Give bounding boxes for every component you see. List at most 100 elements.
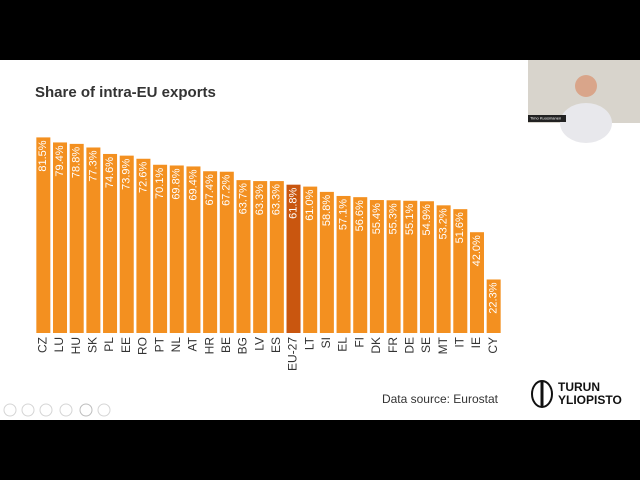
bar — [186, 166, 201, 333]
control-button[interactable] — [3, 403, 17, 417]
control-button[interactable] — [59, 403, 73, 417]
x-tick-label: FR — [386, 337, 400, 353]
x-tick-label: IE — [469, 337, 483, 348]
x-tick-label: PT — [152, 336, 166, 352]
x-tick-label: LU — [52, 337, 66, 352]
x-tick-label: IT — [452, 336, 466, 347]
bar — [353, 197, 368, 333]
bar — [136, 158, 151, 333]
logo-text: TURUN — [558, 380, 600, 394]
x-tick-label: SE — [419, 337, 433, 353]
value-label: 58.8% — [321, 195, 333, 226]
bar — [436, 205, 451, 333]
x-tick-label: PL — [102, 337, 116, 352]
bar — [336, 195, 351, 333]
x-tick-label: LV — [252, 337, 266, 351]
name-tag — [528, 115, 566, 122]
value-label: 69.4% — [187, 169, 199, 200]
bar — [286, 184, 301, 333]
bar — [319, 191, 334, 333]
bar — [453, 209, 468, 333]
value-label: 74.6% — [104, 157, 116, 188]
x-tick-label: AT — [186, 336, 200, 351]
bar — [303, 186, 318, 333]
value-label: 54.9% — [421, 204, 433, 235]
x-tick-label: SK — [86, 337, 100, 353]
value-label: 57.1% — [337, 199, 349, 230]
control-button[interactable] — [79, 403, 93, 417]
x-tick-label: FI — [352, 337, 366, 348]
value-label: 55.1% — [404, 204, 416, 235]
value-label: 67.2% — [221, 175, 233, 206]
x-tick-label: BE — [219, 337, 233, 353]
value-label: 63.3% — [254, 184, 266, 215]
bar — [469, 232, 484, 333]
x-tick-label: EE — [119, 337, 133, 353]
bar — [119, 155, 134, 333]
x-tick-label: DK — [369, 337, 383, 354]
x-tick-label: RO — [136, 337, 150, 355]
x-tick-label: EL — [336, 337, 350, 352]
value-label: 53.2% — [438, 208, 450, 239]
bar — [69, 143, 84, 333]
bar — [403, 200, 418, 333]
bar — [419, 201, 434, 333]
bar — [236, 180, 251, 333]
x-tick-label: LT — [302, 336, 316, 350]
value-label: 81.5% — [37, 140, 49, 171]
bar — [153, 164, 168, 333]
control-button[interactable] — [39, 403, 53, 417]
value-label: 55.3% — [387, 203, 399, 234]
bar — [253, 181, 268, 333]
bar — [203, 171, 218, 333]
x-tick-label: MT — [436, 336, 450, 354]
bar — [86, 147, 101, 333]
bar — [386, 200, 401, 333]
person — [575, 75, 597, 97]
bar — [36, 137, 51, 333]
bar — [53, 142, 68, 333]
x-tick-label: SI — [319, 337, 333, 348]
logo: TURUN YLIOPISTO — [531, 380, 622, 408]
webcam: Timo Kuosmanen — [528, 60, 640, 143]
x-tick-label: CZ — [36, 337, 50, 353]
x-tick-label: HU — [69, 337, 83, 354]
x-tick-label: NL — [169, 337, 183, 353]
value-label: 77.3% — [87, 150, 99, 181]
x-tick-label: EU-27 — [286, 337, 300, 371]
value-label: 56.6% — [354, 200, 366, 231]
value-label: 63.7% — [237, 183, 249, 214]
bar — [486, 279, 501, 333]
x-tick-label: BG — [236, 337, 250, 354]
chart-title: Share of intra-EU exports — [35, 84, 216, 101]
bar — [219, 171, 234, 333]
value-label: 51.6% — [454, 212, 466, 243]
control-button[interactable] — [21, 403, 35, 417]
bar — [169, 165, 184, 333]
value-label: 22.3% — [488, 282, 500, 313]
value-label: 67.4% — [204, 174, 216, 205]
slide-controls — [3, 403, 111, 417]
source-note: Data source: Eurostat — [382, 392, 499, 406]
plot: 81.5% CZ 79.4% LU 78.8% HU 77.3% SK 74.6% PL 73.9%… — [36, 137, 501, 371]
value-label: 61.8% — [287, 187, 299, 218]
x-tick-label: CY — [486, 337, 500, 354]
bar — [103, 153, 118, 333]
x-tick-label: DE — [402, 337, 416, 354]
bar — [369, 200, 384, 333]
value-label: 42.0% — [471, 235, 483, 266]
person — [560, 103, 612, 143]
value-label: 63.3% — [271, 184, 283, 215]
logo-text: YLIOPISTO — [558, 393, 622, 407]
bar — [269, 181, 284, 333]
control-button[interactable] — [97, 403, 111, 417]
webcam-name: Timo Kuosmanen — [530, 116, 561, 121]
value-label: 79.4% — [54, 145, 66, 176]
x-tick-label: HR — [202, 337, 216, 355]
value-label: 78.8% — [71, 147, 83, 178]
x-tick-label: ES — [269, 337, 283, 353]
value-label: 70.1% — [154, 168, 166, 199]
value-label: 72.6% — [137, 162, 149, 193]
